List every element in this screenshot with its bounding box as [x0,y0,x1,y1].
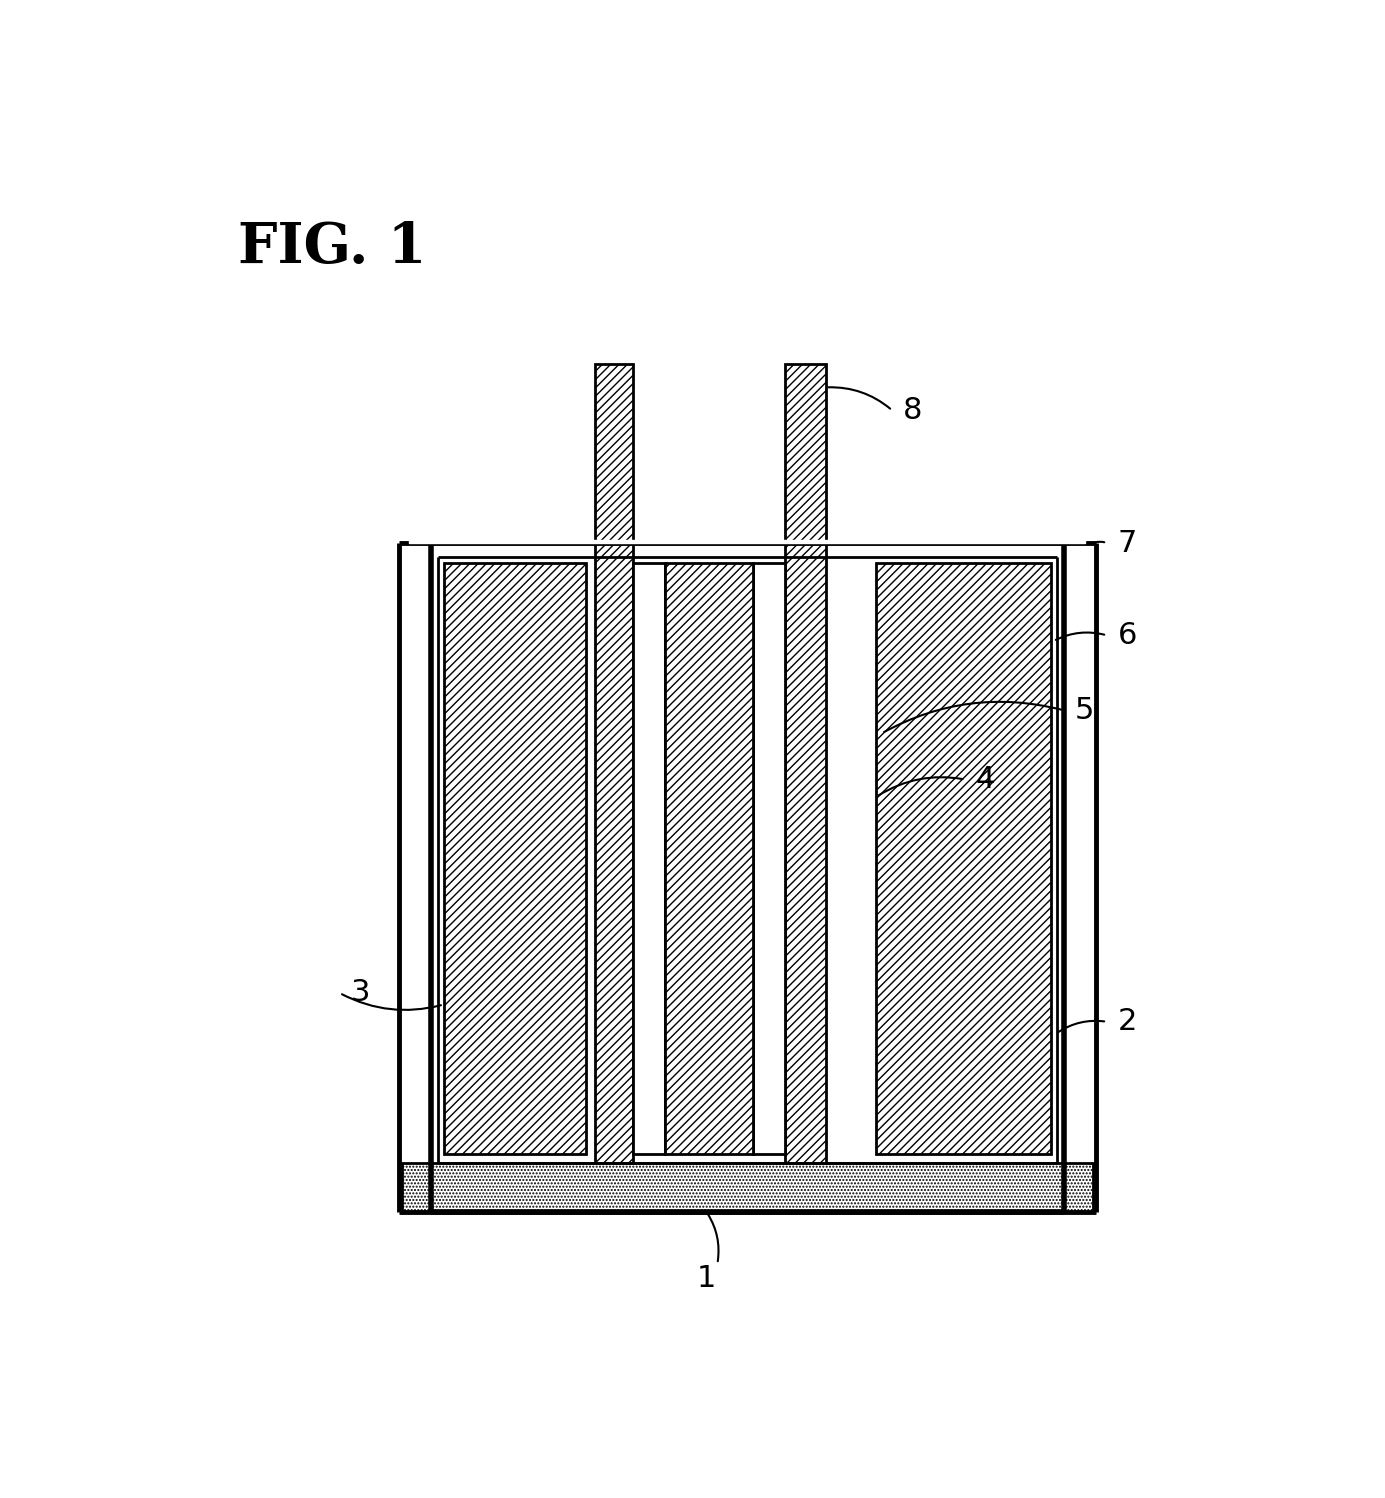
Text: 6: 6 [1118,620,1137,650]
Text: 2: 2 [1118,1007,1137,1037]
Bar [665,563,753,1155]
Bar [633,563,665,1155]
Text: 8: 8 [903,395,922,425]
Text: 1: 1 [697,1264,716,1293]
Text: 4: 4 [976,765,996,794]
Text: FIG. 1: FIG. 1 [238,220,427,276]
Bar [785,364,825,1162]
Bar [443,563,586,1155]
Bar [753,563,785,1155]
Text: 3: 3 [350,978,370,1008]
Bar [402,1162,1093,1212]
Text: 7: 7 [1118,529,1137,557]
Bar [877,563,1051,1155]
Text: 5: 5 [1075,697,1094,725]
Bar [596,364,633,1162]
